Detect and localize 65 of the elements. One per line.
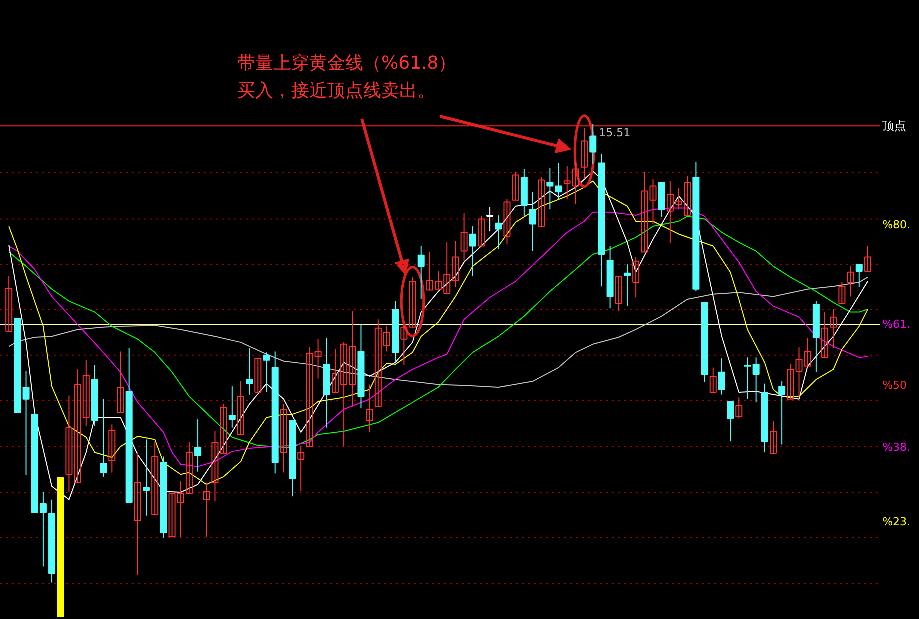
candlestick <box>538 176 546 228</box>
candlestick <box>212 431 219 502</box>
candlestick <box>736 397 743 420</box>
text: %38. <box>882 441 911 454</box>
candlestick <box>409 276 416 328</box>
text: %23. <box>882 515 911 528</box>
candlestick <box>100 398 108 478</box>
candlestick <box>744 357 752 400</box>
candlestick <box>143 439 150 516</box>
candlestick <box>298 446 305 492</box>
candlestick <box>822 312 829 358</box>
candlestick <box>787 364 794 400</box>
candlestick <box>752 357 760 404</box>
candlestick <box>6 276 13 332</box>
candlestick <box>152 442 159 516</box>
annotation: 15.51 <box>599 126 631 140</box>
candlestick <box>246 348 254 396</box>
candlestick <box>400 324 408 366</box>
candlestick <box>838 282 846 304</box>
candlestick <box>555 162 562 200</box>
candlestick <box>134 452 142 576</box>
candlestick <box>778 381 786 446</box>
candlestick <box>830 309 838 350</box>
candlestick <box>847 266 854 298</box>
candlestick <box>108 424 116 474</box>
candlestick <box>22 370 30 476</box>
candlestick <box>66 395 73 493</box>
candlestick <box>254 358 262 394</box>
candlestick <box>710 367 717 394</box>
candlestick <box>228 386 236 428</box>
candlestick <box>624 264 631 307</box>
candlestick <box>418 246 425 300</box>
candlestick <box>546 168 554 210</box>
candlestick <box>615 276 622 312</box>
text: %50 <box>882 379 908 392</box>
candlestick <box>366 384 374 433</box>
candlestick <box>478 216 485 247</box>
candlestick <box>486 206 494 232</box>
candlestick <box>117 351 124 414</box>
candlestick <box>590 124 597 165</box>
candlestick <box>632 256 640 298</box>
candlestick <box>727 401 734 442</box>
ref-line-label: 顶点 <box>882 119 907 134</box>
text: 带量上穿黄金线（%61.8）买入，接近顶点线卖出。 <box>238 53 457 102</box>
candlestick <box>220 404 228 454</box>
candlestick <box>864 246 872 272</box>
candlestick <box>495 215 502 250</box>
candlestick <box>263 352 270 394</box>
candlestick <box>237 381 244 436</box>
candlestick <box>718 358 726 396</box>
candlestick <box>530 192 537 252</box>
candlestick <box>770 420 777 454</box>
candlestick <box>194 419 202 472</box>
candlestick <box>581 128 588 180</box>
candlestick <box>306 347 314 448</box>
candlestick <box>856 264 863 288</box>
text: %61. <box>882 318 911 332</box>
candlestick <box>460 212 468 262</box>
candlestick <box>469 226 476 278</box>
candlestick <box>314 338 322 380</box>
text: %80. <box>882 218 911 232</box>
candlestick <box>203 482 210 538</box>
candlestick <box>512 172 520 201</box>
candlestick <box>504 198 511 245</box>
candlestick <box>280 404 288 474</box>
